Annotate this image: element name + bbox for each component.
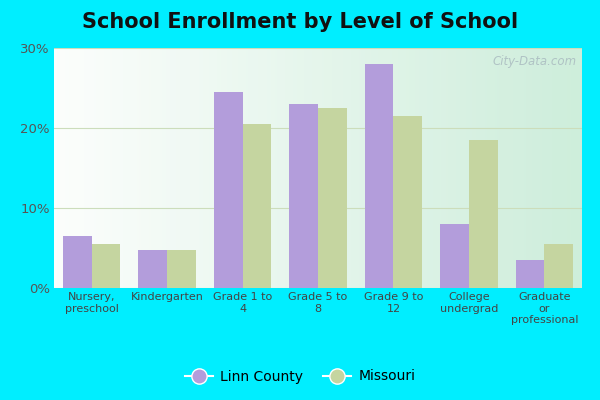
Bar bbox=[242, 124, 271, 288]
Bar bbox=[63, 236, 92, 288]
Text: City-Data.com: City-Data.com bbox=[493, 55, 577, 68]
Bar bbox=[289, 104, 318, 288]
Text: School Enrollment by Level of School: School Enrollment by Level of School bbox=[82, 12, 518, 32]
Bar bbox=[167, 250, 196, 288]
Legend: Linn County, Missouri: Linn County, Missouri bbox=[179, 364, 421, 389]
Bar bbox=[469, 140, 497, 288]
Bar bbox=[214, 92, 242, 288]
Bar bbox=[394, 116, 422, 288]
Bar bbox=[139, 250, 167, 288]
Bar bbox=[365, 64, 394, 288]
Bar bbox=[515, 260, 544, 288]
Bar bbox=[440, 224, 469, 288]
Bar bbox=[318, 108, 347, 288]
Bar bbox=[92, 244, 121, 288]
Bar bbox=[544, 244, 573, 288]
